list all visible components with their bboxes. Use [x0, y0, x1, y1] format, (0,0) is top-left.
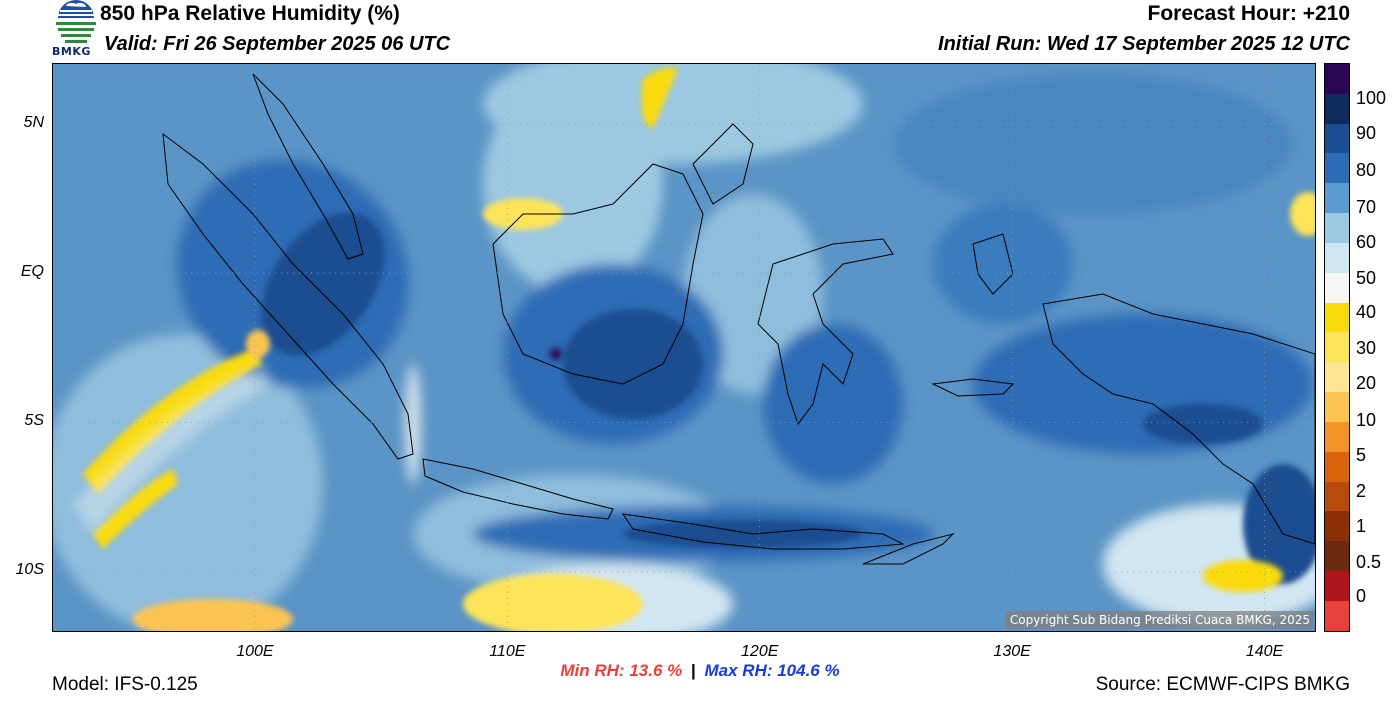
lon-tick-label: 100E	[236, 643, 274, 660]
colorbar-segment	[1325, 511, 1349, 542]
lat-tick-label: 5S	[24, 412, 44, 430]
colorbar-segment	[1325, 153, 1349, 184]
lon-tick-label: 140E	[1245, 643, 1284, 660]
colorbar-segment	[1325, 481, 1349, 512]
lat-tick-label: 10S	[15, 561, 44, 579]
colorbar-tick-label: 1	[1356, 516, 1367, 536]
source-label: Source: ECMWF-CIPS BMKG	[1095, 674, 1350, 695]
colorbar-segment	[1325, 183, 1349, 214]
colorbar-segment	[1325, 242, 1349, 273]
colorbar-tick-label: 30	[1356, 338, 1377, 358]
colorbar-tick-label: 2	[1356, 481, 1367, 501]
colorbar-tick-label: 80	[1356, 160, 1377, 180]
max-rh: Max RH: 104.6 %	[704, 661, 840, 680]
colorbar-segment	[1325, 272, 1349, 303]
colorbar-tick-label: 60	[1356, 232, 1377, 252]
colorbar-tick-label: 90	[1356, 123, 1377, 143]
lat-tick-label: 5N	[23, 113, 44, 131]
colorbar-segment	[1325, 302, 1349, 333]
chart-title: 850 hPa Relative Humidity (%)	[100, 2, 400, 25]
colorbar	[1324, 63, 1350, 632]
colorbar-segment	[1325, 421, 1349, 452]
lon-tick-label: 120E	[741, 643, 779, 660]
initial-run: Initial Run: Wed 17 September 2025 12 UT…	[938, 33, 1350, 55]
colorbar-tick-label: 10	[1356, 410, 1377, 430]
moderate-bands	[73, 364, 421, 534]
forecast-hour: Forecast Hour: +210	[1147, 2, 1351, 25]
colorbar-segment	[1325, 93, 1349, 124]
very-humid-field	[261, 212, 1315, 584]
lon-tick-label: 130E	[993, 643, 1031, 660]
humidity-map-canvas	[53, 64, 1315, 631]
colorbar-segment	[1325, 571, 1349, 601]
colorbar-segment	[1325, 362, 1349, 393]
colorbar-segment	[1325, 123, 1349, 154]
bmkg-logo-icon	[56, 0, 96, 43]
colorbar-segment	[1325, 392, 1349, 422]
coastlines	[162, 73, 1315, 565]
model-label: Model: IFS-0.125	[52, 674, 198, 695]
lon-tick-label: 110E	[489, 643, 526, 660]
colorbar-segment	[1325, 541, 1349, 572]
colorbar-segment	[1325, 600, 1349, 631]
min-rh: Min RH: 13.6 %	[560, 661, 683, 680]
colorbar-tick-label: 20	[1356, 373, 1377, 393]
colorbar-tick-label: 50	[1356, 268, 1377, 288]
colorbar-segment	[1325, 213, 1349, 243]
colorbar-tick-label: 40	[1356, 302, 1377, 322]
colorbar-tick-label: 70	[1356, 197, 1377, 217]
colorbar-tick-label: 0.5	[1356, 552, 1382, 572]
colorbar-tick-label: 0	[1356, 586, 1367, 606]
grid-lines	[53, 64, 1315, 631]
logo-text: BMKG	[52, 45, 91, 58]
copyright-notice: Copyright Sub Bidang Prediksi Cuaca BMKG…	[1005, 611, 1314, 629]
stats-separator: |	[690, 661, 696, 680]
colorbar-tick-label: 100	[1356, 88, 1387, 108]
humidity-map	[52, 63, 1316, 632]
valid-time: Valid: Fri 26 September 2025 06 UTC	[104, 33, 451, 55]
rh-stats: Min RH: 13.6 % | Max RH: 104.6 %	[0, 661, 1400, 681]
colorbar-segment	[1325, 64, 1349, 94]
colorbar-tick-label: 5	[1356, 445, 1367, 465]
colorbar-segment	[1325, 332, 1349, 363]
colorbar-segment	[1325, 451, 1349, 482]
lat-tick-label: EQ	[20, 262, 44, 280]
